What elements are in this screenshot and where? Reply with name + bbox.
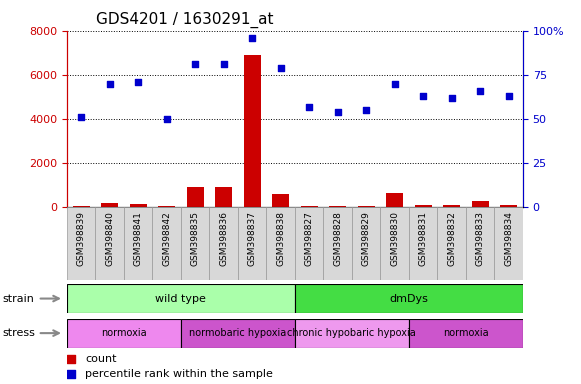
Bar (95, 207, 124, 280)
Bar (415, 205, 432, 207)
Bar (295, 319, 409, 348)
Text: GSM398841: GSM398841 (134, 211, 142, 266)
Text: strain: strain (3, 293, 35, 304)
Text: GSM398834: GSM398834 (504, 211, 513, 266)
Bar (409, 207, 437, 280)
Bar (243, 55, 261, 207)
Text: dmDys: dmDys (389, 293, 428, 304)
Bar (494, 207, 523, 280)
Text: GSM398836: GSM398836 (219, 211, 228, 266)
Point (67, 356, 76, 362)
Point (248, 35, 257, 41)
Bar (187, 187, 203, 207)
Bar (215, 187, 232, 207)
Bar (386, 193, 403, 207)
Text: GSM398827: GSM398827 (304, 211, 314, 266)
Text: GSM398838: GSM398838 (276, 211, 285, 266)
Bar (67, 207, 95, 280)
Bar (352, 207, 381, 280)
Bar (443, 205, 460, 207)
Text: GSM398835: GSM398835 (191, 211, 200, 266)
Text: GSM398831: GSM398831 (419, 211, 428, 266)
Text: normoxia: normoxia (443, 328, 489, 338)
Point (276, 65, 285, 71)
Text: GSM398842: GSM398842 (162, 211, 171, 266)
Text: chronic hypobaric hypoxia: chronic hypobaric hypoxia (288, 328, 416, 338)
Point (390, 81, 399, 87)
Bar (67, 284, 295, 313)
Bar (295, 284, 523, 313)
Text: GSM398837: GSM398837 (248, 211, 257, 266)
Text: normobaric hypoxia: normobaric hypoxia (189, 328, 286, 338)
Point (105, 81, 114, 87)
Bar (67, 319, 181, 348)
Point (333, 109, 342, 115)
Bar (295, 207, 324, 280)
Bar (209, 207, 238, 280)
Text: normoxia: normoxia (101, 328, 146, 338)
Bar (466, 207, 494, 280)
Text: GSM398833: GSM398833 (476, 211, 485, 266)
Text: GSM398830: GSM398830 (390, 211, 399, 266)
Point (504, 93, 513, 99)
Point (162, 116, 171, 122)
Text: GSM398840: GSM398840 (105, 211, 114, 266)
Text: stress: stress (3, 328, 36, 338)
Bar (329, 205, 346, 207)
Bar (130, 204, 146, 207)
Point (67, 371, 76, 377)
Bar (472, 201, 489, 207)
Bar (238, 207, 266, 280)
Text: percentile rank within the sample: percentile rank within the sample (85, 369, 273, 379)
Point (304, 104, 314, 110)
Point (219, 61, 228, 67)
Bar (124, 207, 152, 280)
Point (77, 114, 86, 120)
Bar (152, 207, 181, 280)
Point (418, 93, 428, 99)
Bar (324, 207, 352, 280)
Text: GSM398828: GSM398828 (333, 211, 342, 266)
Bar (381, 207, 409, 280)
Text: count: count (85, 354, 117, 364)
Text: wild type: wild type (155, 293, 206, 304)
Point (361, 107, 371, 113)
Bar (409, 319, 523, 348)
Text: GSM398832: GSM398832 (447, 211, 456, 266)
Point (475, 88, 485, 94)
Bar (181, 319, 295, 348)
Bar (101, 203, 118, 207)
Bar (357, 205, 375, 207)
Point (191, 61, 200, 67)
Bar (272, 194, 289, 207)
Bar (73, 206, 89, 207)
Text: GSM398829: GSM398829 (361, 211, 371, 266)
Bar (158, 205, 175, 207)
Bar (266, 207, 295, 280)
Point (447, 95, 456, 101)
Text: GDS4201 / 1630291_at: GDS4201 / 1630291_at (96, 12, 274, 28)
Bar (437, 207, 466, 280)
Bar (500, 205, 517, 207)
Text: GSM398839: GSM398839 (77, 211, 85, 266)
Bar (300, 205, 318, 207)
Bar (181, 207, 209, 280)
Point (134, 79, 143, 85)
